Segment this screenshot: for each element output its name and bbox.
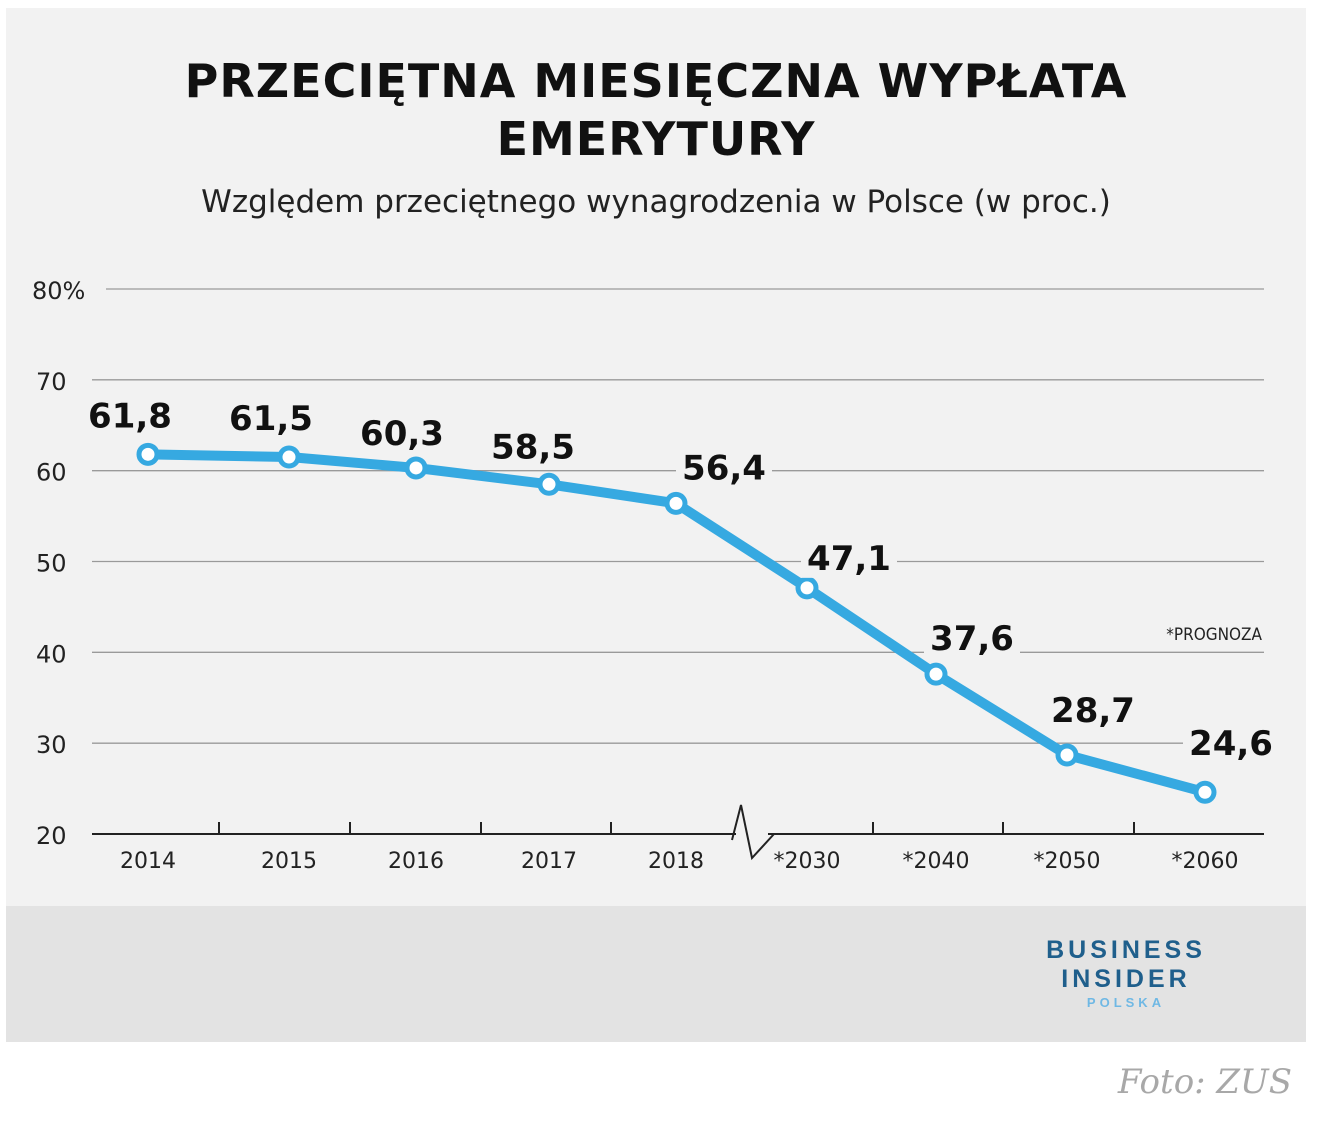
data-label-2030: 47,1: [807, 539, 891, 579]
y-tick-label-20: 20: [36, 822, 67, 850]
photo-credit: Foto: ZUS: [1117, 1062, 1292, 1102]
data-label-bg-6: [924, 618, 1020, 659]
y-tick-label-60: 60: [36, 459, 67, 487]
data-label-2015: 61,5: [229, 399, 313, 439]
business-insider-logo: BUSINESS INSIDER POLSKA: [1046, 936, 1206, 1012]
brand-line-2: INSIDER: [1061, 965, 1191, 993]
y-tick-label-40: 40: [36, 640, 67, 668]
data-label-2040: 37,6: [930, 619, 1014, 659]
x-tick-label-0: 2014: [120, 849, 176, 874]
brand-line-1: BUSINESS: [1046, 936, 1206, 964]
data-point-2050: [1055, 743, 1079, 767]
y-tick-label-50: 50: [36, 550, 67, 578]
x-tick-label-7: *2050: [1034, 849, 1101, 874]
y-tick-label-80: 80%: [32, 277, 85, 305]
data-point-2060: [1193, 780, 1217, 804]
data-point-2015: [277, 445, 301, 469]
data-label-2050: 28,7: [1051, 691, 1135, 731]
data-point-2016: [404, 456, 428, 480]
data-label-2014: 61,8: [88, 396, 172, 436]
data-label-bg-0: [82, 395, 178, 436]
footer-band: [6, 906, 1306, 1042]
chart-card: PRZECIĘTNA MIESIĘCZNA WYPŁATA EMERYTURY …: [6, 8, 1306, 1042]
x-tick-label-6: *2040: [903, 849, 970, 874]
data-label-2017: 58,5: [491, 427, 575, 467]
x-tick-label-2: 2016: [388, 849, 444, 874]
chart-title: PRZECIĘTNA MIESIĘCZNA WYPŁATA EMERYTURY: [6, 52, 1306, 168]
y-tick-label-30: 30: [36, 731, 67, 759]
data-label-bg-2: [354, 412, 450, 453]
chart-title-line-1: PRZECIĘTNA MIESIĘCZNA WYPŁATA: [184, 54, 1128, 108]
data-label-2018: 56,4: [682, 448, 766, 488]
x-tick-label-3: 2017: [521, 849, 577, 874]
y-tick-label-70: 70: [36, 368, 67, 396]
data-label-bg-4: [676, 447, 772, 488]
chart-subtitle: Względem przeciętnego wynagrodzenia w Po…: [201, 184, 1111, 220]
data-point-2014: [136, 442, 160, 466]
x-tick-label-4: 2018: [648, 849, 704, 874]
x-tick-label-1: 2015: [261, 849, 317, 874]
line-chart: 80% 70 60 50 40 30 20 2014 2015 2016 2017 2018 *2030…: [32, 277, 1279, 874]
forecast-note: *PROGNOZA: [1166, 625, 1262, 645]
data-label-2060: 24,6: [1189, 724, 1273, 764]
data-label-bg-1: [223, 398, 319, 439]
data-label-bg-3: [485, 426, 581, 467]
chart-title-line-2: EMERYTURY: [496, 112, 816, 166]
brand-line-3: POLSKA: [1086, 995, 1166, 1010]
data-label-bg-8: [1183, 723, 1279, 764]
x-tick-label-5: *2030: [774, 849, 841, 874]
data-point-2030: [795, 576, 819, 600]
data-label-bg-5: [801, 537, 897, 578]
data-point-2018: [664, 491, 688, 515]
x-tick-label-8: *2060: [1172, 849, 1239, 874]
data-point-2017: [537, 472, 561, 496]
data-label-bg-7: [1045, 689, 1141, 730]
axis-break-mark: [731, 804, 775, 861]
data-point-2040: [924, 662, 948, 686]
data-label-2016: 60,3: [360, 414, 444, 454]
